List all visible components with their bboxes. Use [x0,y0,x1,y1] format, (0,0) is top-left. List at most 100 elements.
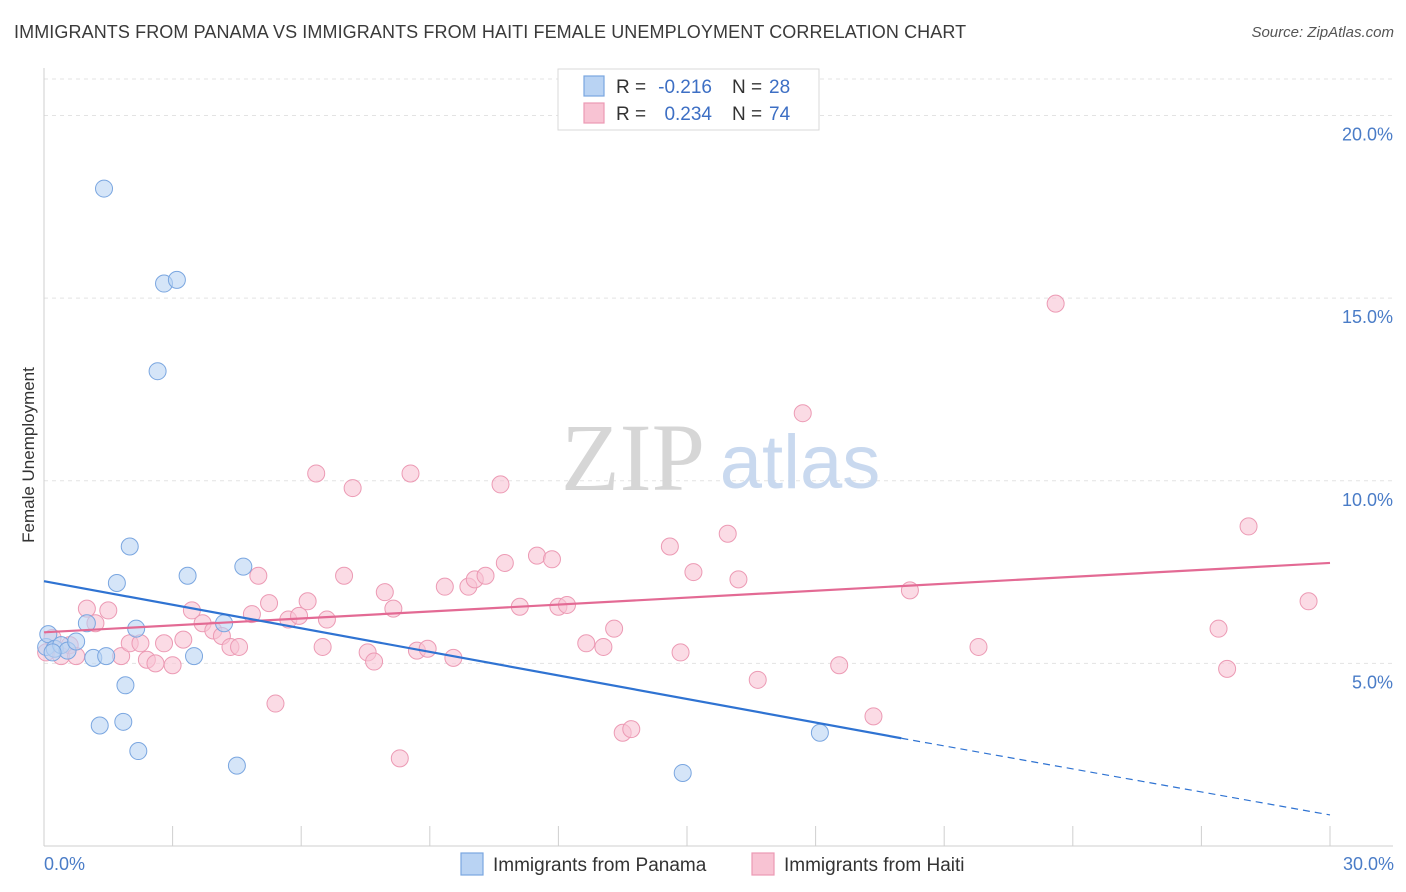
legend-r-value-1: -0.216 [658,77,712,98]
point-haiti-25 [266,694,285,713]
point-haiti-15 [174,630,193,649]
point-haiti-50 [527,546,546,565]
y-tick-labels: 5.0% 10.0% 15.0% 20.0% [1342,125,1393,693]
point-haiti-66 [830,656,849,675]
point-haiti-12 [146,654,165,673]
point-panama-20 [178,566,197,585]
legend-r-label-1: R = [616,77,646,98]
point-haiti-47 [495,553,514,572]
legend-swatch-panama [583,75,605,97]
trendlines [43,561,1331,816]
legend-r-value-2: 0.234 [664,104,712,125]
point-haiti-27 [290,606,309,625]
point-haiti-31 [307,464,326,483]
trendline-panama-extension [901,737,1331,816]
point-panama-18 [167,270,186,289]
point-haiti-54 [577,634,596,653]
point-haiti-33 [343,479,362,498]
legend-n-value-1: 28 [769,77,790,98]
bottom-legend-label-haiti: Immigrants from Haiti [784,855,965,876]
point-panama-13 [120,537,139,556]
legend-n-value-2: 74 [769,104,791,125]
point-haiti-7 [99,601,118,620]
gridlines [44,78,1393,664]
point-panama-16 [95,179,114,198]
point-haiti-30 [317,610,336,629]
point-haiti-29 [313,637,332,656]
point-haiti-38 [390,749,409,768]
point-haiti-21 [230,637,249,656]
point-haiti-62 [718,524,737,543]
trendline-panama [43,580,902,740]
point-haiti-14 [163,656,182,675]
bottom-legend-swatch-haiti [751,852,775,876]
point-panama-23 [234,557,253,576]
x-tick-label-min: 0.0% [44,854,85,874]
axes [43,68,1393,847]
bottom-legend: Immigrants from Panama Immigrants from H… [460,852,965,876]
point-haiti-73 [1299,592,1318,611]
point-haiti-61 [684,563,703,582]
point-panama-14 [129,742,148,761]
bottom-legend-label-panama: Immigrants from Panama [493,855,707,876]
watermark-atlas: atlas [720,420,881,505]
point-haiti-41 [418,639,437,658]
legend-n-label-2: N = [732,104,762,125]
point-haiti-55 [594,637,613,656]
point-haiti-69 [969,637,988,656]
point-haiti-28 [298,592,317,611]
point-haiti-23 [249,566,268,585]
point-panama-26 [810,723,829,742]
point-haiti-72 [1239,517,1258,536]
point-panama-10 [116,676,135,695]
point-panama-27 [43,643,62,662]
point-haiti-70 [1046,294,1065,313]
chart-title: IMMIGRANTS FROM PANAMA VS IMMIGRANTS FRO… [14,22,967,42]
point-haiti-71 [1209,619,1228,638]
y-tick-label-3: 20.0% [1342,125,1393,145]
point-panama-5 [67,632,86,651]
data-points [37,179,1318,782]
y-tick-label-0: 5.0% [1352,672,1393,692]
point-panama-9 [107,574,126,593]
point-haiti-46 [476,566,495,585]
point-haiti-74 [1218,659,1237,678]
point-panama-21 [185,647,204,666]
point-haiti-64 [748,670,767,689]
point-haiti-56 [605,619,624,638]
bottom-legend-swatch-panama [460,852,484,876]
point-haiti-35 [365,652,384,671]
x-tick-label-max: 30.0% [1343,854,1394,874]
point-haiti-39 [401,464,420,483]
legend-swatch-haiti [583,102,605,124]
point-haiti-60 [671,643,690,662]
point-panama-25 [673,763,692,782]
source-credit: Source: ZipAtlas.com [1251,24,1394,41]
point-panama-8 [97,647,116,666]
y-tick-label-1: 10.0% [1342,490,1393,510]
legend-n-label-1: N = [732,77,762,98]
point-haiti-65 [793,404,812,423]
point-panama-12 [114,712,133,731]
point-panama-6 [77,614,96,633]
point-panama-19 [148,362,167,381]
top-legend: R = -0.216 N = 28 R = 0.234 N = 74 [557,68,820,131]
point-haiti-67 [864,707,883,726]
point-haiti-63 [729,570,748,589]
point-haiti-32 [335,566,354,585]
point-panama-24 [227,756,246,775]
y-axis-label: Female Unemployment [19,367,38,543]
point-haiti-13 [155,634,174,653]
point-haiti-59 [660,537,679,556]
point-haiti-36 [375,583,394,602]
point-panama-11 [90,716,109,735]
point-haiti-24 [260,594,279,613]
point-haiti-51 [542,550,561,569]
point-haiti-42 [435,577,454,596]
legend-r-label-2: R = [616,104,646,125]
watermark: ZIP atlas [561,404,880,511]
point-haiti-58 [622,720,641,739]
y-tick-label-2: 15.0% [1342,307,1393,327]
point-haiti-48 [491,475,510,494]
